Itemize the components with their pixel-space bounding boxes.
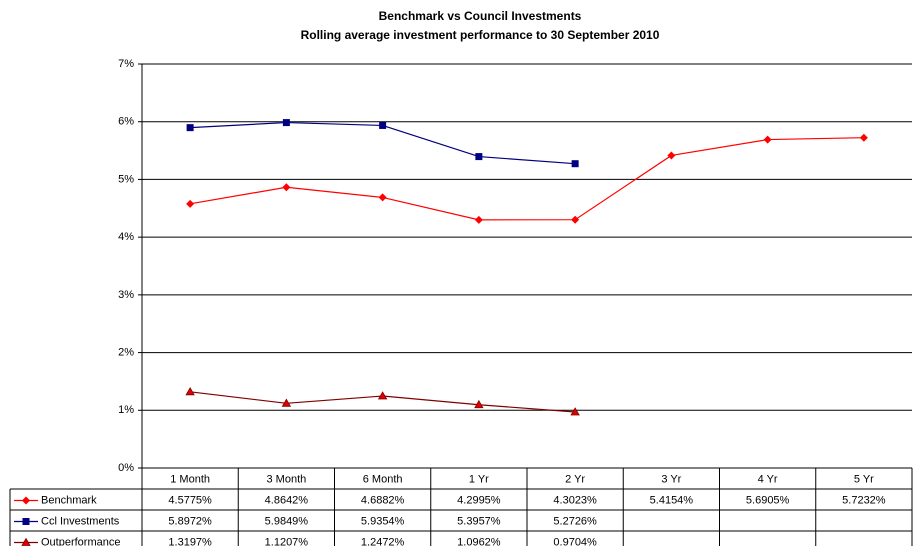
table-value: 5.9849% xyxy=(265,515,309,527)
table-value: 0.9704% xyxy=(553,536,597,546)
table-value: 5.6905% xyxy=(746,494,790,506)
table-value: 5.7232% xyxy=(842,494,886,506)
x-tick-label: 2 Yr xyxy=(565,473,585,485)
y-tick-label: 0% xyxy=(118,462,134,474)
point-marker xyxy=(667,151,676,160)
point-marker xyxy=(859,133,868,142)
legend-label: Benchmark xyxy=(41,494,97,506)
table-value: 5.3957% xyxy=(457,515,501,527)
y-tick-label: 1% xyxy=(118,404,134,416)
y-tick-label: 5% xyxy=(118,173,134,185)
table-value: 5.2726% xyxy=(553,515,597,527)
point-marker xyxy=(474,215,483,224)
series-line xyxy=(190,137,864,221)
point-marker xyxy=(282,183,291,192)
table-value: 4.5775% xyxy=(168,494,212,506)
table-value: 1.3197% xyxy=(168,536,212,546)
table-value: 1.0962% xyxy=(457,536,501,546)
table-value: 1.2472% xyxy=(361,536,405,546)
table-value: 5.4154% xyxy=(650,494,694,506)
point-marker xyxy=(377,391,388,400)
x-tick-label: 4 Yr xyxy=(758,473,778,485)
point-marker xyxy=(379,121,387,129)
table-value: 4.3023% xyxy=(553,494,597,506)
point-marker xyxy=(378,193,387,202)
y-tick-label: 6% xyxy=(118,116,134,128)
x-tick-label: 3 Month xyxy=(267,473,307,485)
legend-label: Outperformance xyxy=(41,536,120,546)
table-value: 4.2995% xyxy=(457,494,501,506)
legend-swatch-marker xyxy=(22,496,30,505)
point-marker xyxy=(185,387,195,396)
chart-title: Benchmark vs Council Investments xyxy=(379,9,582,23)
point-marker xyxy=(281,398,292,407)
table-value: 4.6882% xyxy=(361,494,405,506)
point-marker xyxy=(282,119,290,127)
y-tick-label: 4% xyxy=(118,231,134,243)
x-tick-label: 5 Yr xyxy=(854,473,874,485)
y-tick-label: 7% xyxy=(118,58,134,70)
point-marker xyxy=(571,215,580,224)
point-marker xyxy=(475,153,483,161)
x-tick-label: 3 Yr xyxy=(661,473,681,485)
legend-swatch-marker xyxy=(22,518,30,525)
table-value: 4.8642% xyxy=(265,494,309,506)
chart-subtitle: Rolling average investment performance t… xyxy=(301,28,660,42)
point-marker xyxy=(474,399,484,409)
y-tick-label: 2% xyxy=(118,346,134,358)
table-value: 5.8972% xyxy=(168,515,212,527)
point-marker xyxy=(186,124,194,132)
x-tick-label: 1 Yr xyxy=(469,473,489,485)
legend-label: Ccl Investments xyxy=(41,515,120,527)
table-value: 1.1207% xyxy=(265,536,309,546)
point-marker xyxy=(763,135,772,144)
point-marker xyxy=(571,160,579,168)
point-marker xyxy=(570,407,580,416)
point-marker xyxy=(186,199,195,208)
x-tick-label: 1 Month xyxy=(170,473,210,485)
y-tick-label: 3% xyxy=(118,289,134,301)
x-tick-label: 6 Month xyxy=(363,473,403,485)
table-value: 5.9354% xyxy=(361,515,405,527)
